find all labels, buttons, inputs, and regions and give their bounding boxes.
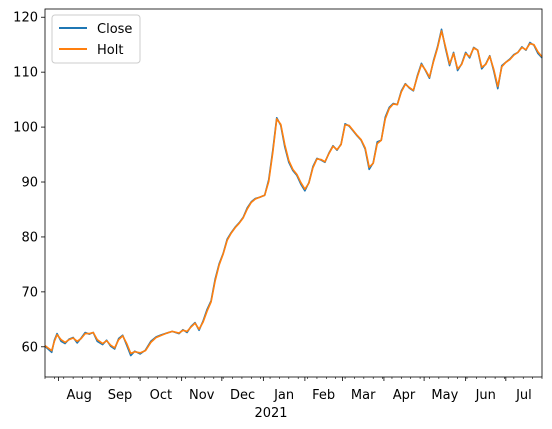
x-axis-year-label: 2021	[254, 406, 287, 421]
x-tick-label: Feb	[312, 388, 335, 403]
x-tick-label: Dec	[230, 388, 255, 403]
x-tick-label: Aug	[66, 388, 91, 403]
x-tick-label: Jul	[515, 388, 532, 403]
y-tick-label: 120	[13, 11, 38, 26]
y-tick-label: 60	[21, 340, 38, 355]
x-tick-label: Nov	[189, 388, 215, 403]
x-tick-label: Mar	[351, 388, 376, 403]
x-tick-label: Oct	[150, 388, 172, 403]
y-tick-label: 90	[21, 176, 38, 191]
series-line-holt	[44, 30, 543, 355]
legend-label-close: Close	[97, 22, 132, 37]
x-tick-label: Jan	[273, 388, 294, 403]
y-tick-label: 100	[13, 121, 38, 136]
y-tick-label: 110	[13, 66, 38, 81]
y-axis: 60 70 80 90 100 110 120	[13, 11, 45, 355]
series-layer	[44, 28, 543, 357]
x-tick-label: May	[431, 388, 458, 403]
x-tick-label: Apr	[393, 388, 416, 403]
legend-label-holt: Holt	[97, 43, 123, 58]
axes-frame	[44, 8, 543, 378]
x-tick-label: Sep	[108, 388, 133, 403]
y-tick-label: 80	[21, 230, 38, 245]
x-tick-label: Jun	[475, 388, 496, 403]
y-tick-label: 70	[21, 285, 38, 300]
legend: Close Holt	[51, 14, 141, 64]
plot-area	[45, 9, 542, 377]
x-axis: Aug Sep Oct Nov Dec Jan Feb Mar Apr May Jun Jul	[44, 377, 543, 403]
